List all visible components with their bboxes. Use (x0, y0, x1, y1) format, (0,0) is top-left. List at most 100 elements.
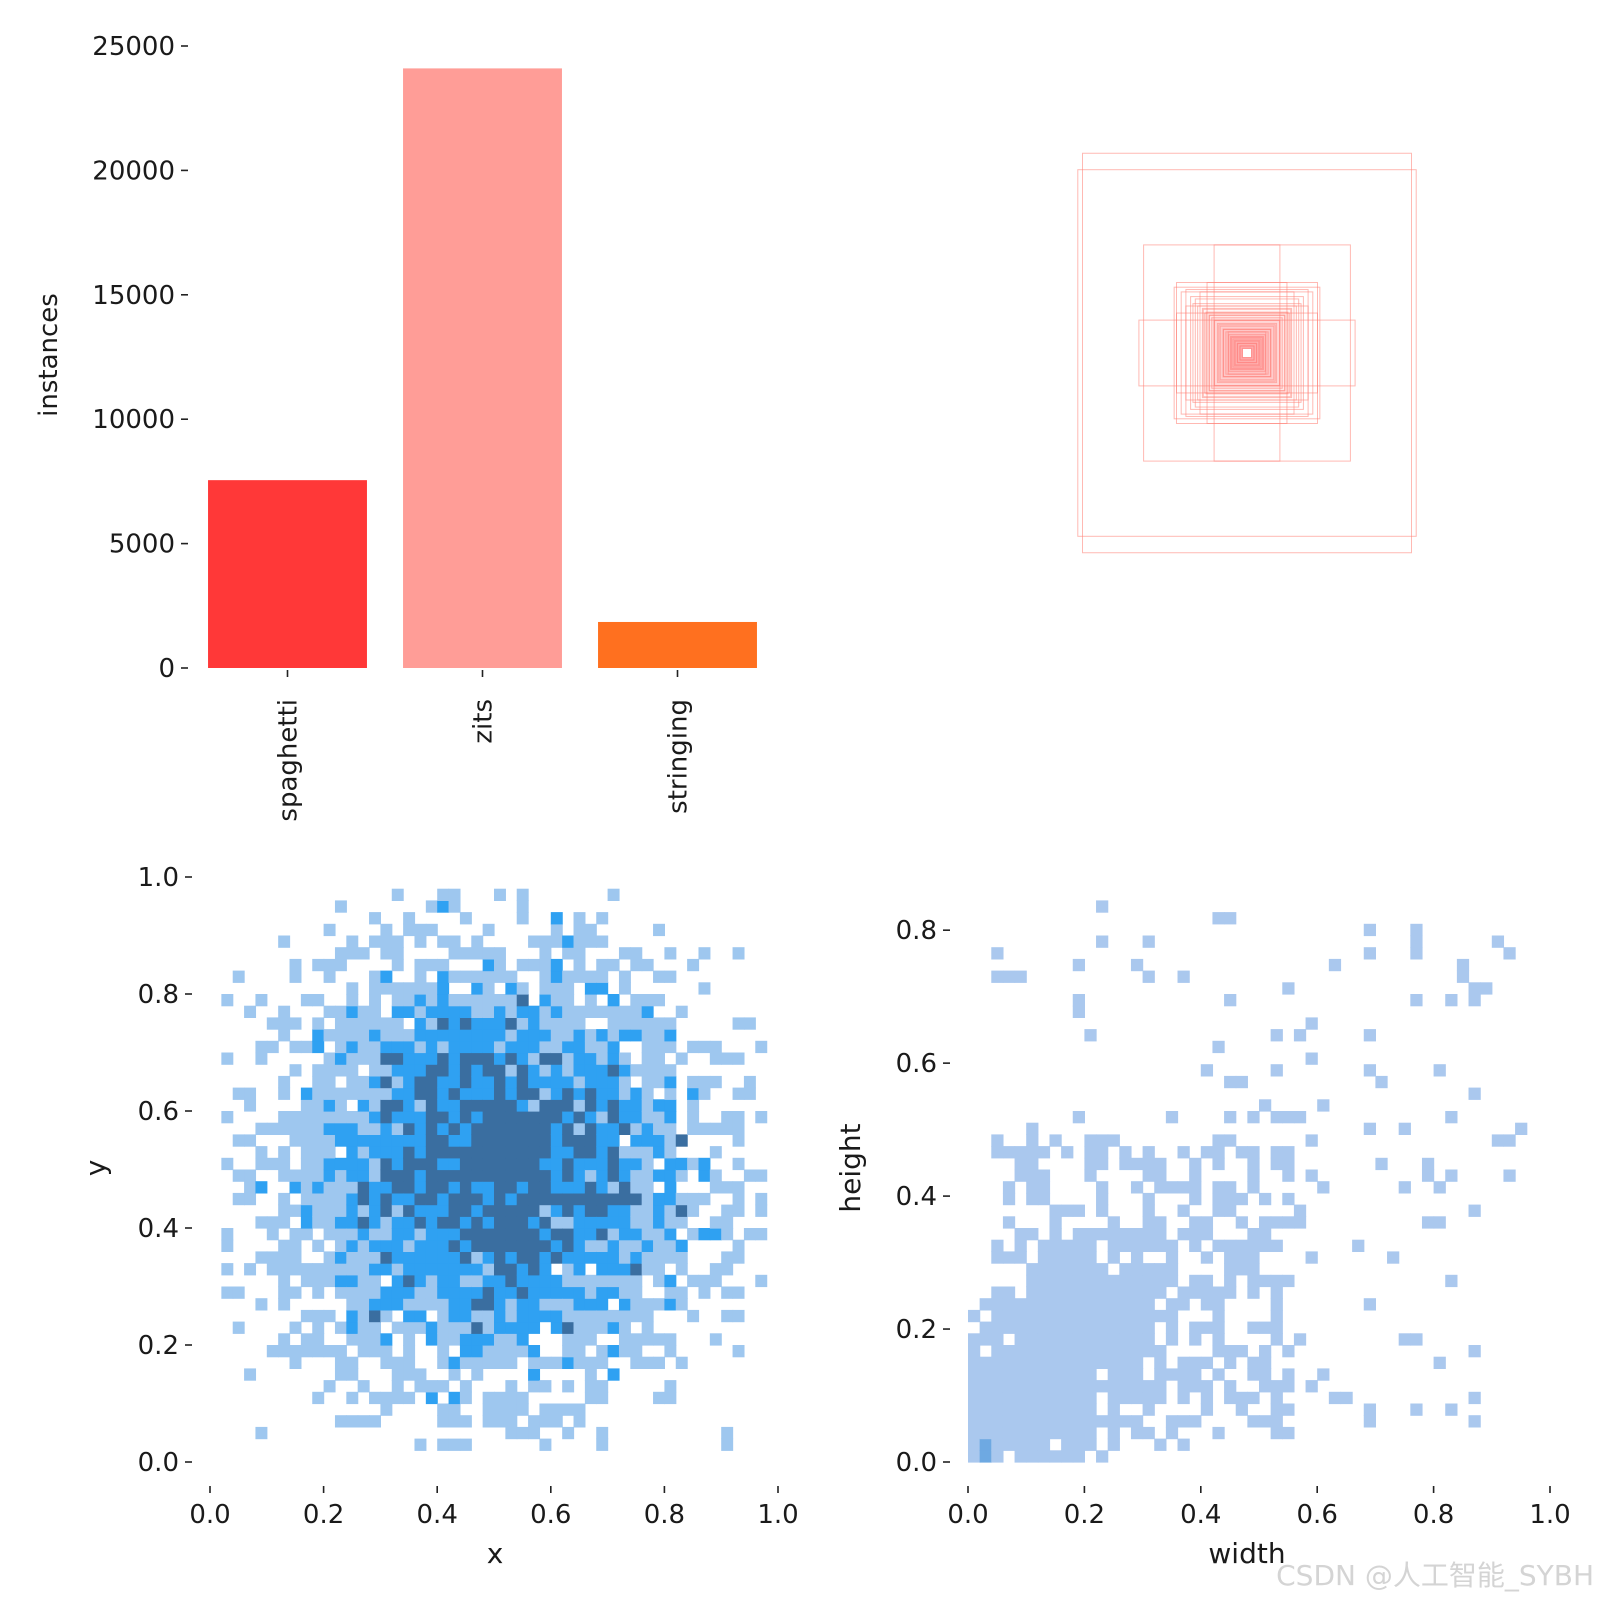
wh-heatmap-cell (1072, 1403, 1085, 1416)
wh-heatmap-cell (1189, 1181, 1202, 1194)
xy-heatmap-cell (607, 888, 620, 901)
xy-heatmap-cell (437, 1298, 450, 1311)
xy-heatmap-cell (618, 1216, 631, 1229)
wh-heatmap-cell (1375, 1075, 1388, 1089)
xy-heatmap-cell (459, 1274, 472, 1288)
xy-heatmap-cell (289, 1181, 302, 1194)
wh-heatmap-cell (1177, 1181, 1190, 1194)
xy-heatmap-cell (494, 1356, 506, 1369)
xy-heatmap-cell (471, 1146, 484, 1159)
wh-heatmap-cell (1037, 1274, 1051, 1288)
xy-heatmap-cell (664, 1017, 677, 1030)
xy-heatmap-cell (391, 1228, 404, 1241)
xy-heatmap-cell (255, 1251, 268, 1264)
wh-heatmap-cell (1247, 1181, 1260, 1194)
wh-heatmap-cell (1305, 1169, 1318, 1182)
xy-heatmap-cell (687, 1309, 700, 1323)
xy-heatmap-cell (482, 1052, 495, 1065)
wh-heatmap-cell (1235, 1239, 1248, 1252)
bar-chart-ylabel: instances (34, 293, 64, 417)
xy-heatmap-cell (323, 1122, 336, 1135)
wh-heatmap-cell (1072, 1251, 1085, 1264)
xy-heatmap-cell (732, 1134, 745, 1147)
xy-heatmap-cell (391, 1134, 404, 1147)
xy-heatmap-cell (300, 1309, 313, 1323)
wh-heatmap-cell (1084, 1309, 1097, 1323)
xy-heatmap-cell (550, 1134, 563, 1147)
xy-heatmap-cell (459, 1099, 472, 1112)
xy-heatmap-cell (516, 1333, 529, 1346)
xy-heatmap-cell (391, 1052, 404, 1065)
xy-heatmap-cell (346, 1333, 359, 1346)
xy-heatmap-cell (312, 1192, 325, 1206)
xy-heatmap-cell (550, 1146, 563, 1159)
xy-heatmap-cell (550, 1309, 563, 1323)
wh-heatmap-cell (1235, 1251, 1248, 1264)
wh-heatmap-cell (1154, 1391, 1167, 1405)
xy-heatmap-cell (289, 1122, 302, 1135)
xy-heatmap-cell (414, 1005, 427, 1018)
wh-heatmap-cell (1049, 1368, 1062, 1381)
xy-heatmap-cell (380, 1216, 393, 1229)
xy-heatmap-cell (516, 1228, 529, 1241)
wh-heatmap-cell (1072, 1415, 1085, 1428)
xy-heatmap-cell (698, 1192, 711, 1206)
xy-heatmap-cell (448, 1228, 461, 1241)
xy-heatmap-cell (369, 1239, 381, 1252)
xy-heatmap-cell (312, 1122, 325, 1135)
xy-heatmap-cell (414, 982, 427, 995)
xy-heatmap-cell (278, 1029, 291, 1042)
xy-heatmap-cell (459, 1040, 472, 1054)
wh-heatmap-cell (1084, 1391, 1097, 1405)
wh-heatmap-cell (1515, 1122, 1528, 1135)
xy-heatmap-cell (448, 1263, 461, 1276)
xy-heatmap-cell (414, 1111, 427, 1124)
wh-heatmap-cell (1096, 1309, 1109, 1323)
xy-heatmap-cell (380, 1111, 393, 1124)
xy-heatmap-cell (584, 1169, 597, 1182)
xy-heatmap-cell (346, 1368, 359, 1381)
wh-heatmap-cell (1142, 970, 1155, 983)
wh-heatmap-cell (1270, 1309, 1283, 1323)
xy-heatmap-cell (573, 1345, 586, 1358)
xy-heatmap-cell (471, 1169, 484, 1182)
xy-heatmap-cell (278, 1075, 291, 1089)
xy-heatmap-cell (369, 1286, 381, 1299)
xy-heatmap-cell (494, 1169, 506, 1182)
xy-heatmap-cell (755, 1274, 768, 1288)
xy-heatmap-cell (494, 1075, 506, 1089)
xy-heatmap-cell (403, 1192, 416, 1206)
wh-heatmap-cell (1130, 1333, 1144, 1346)
xy-heatmap-cell (607, 1204, 620, 1217)
label-box (1173, 286, 1321, 420)
xy-heatmap-cell (573, 1251, 586, 1264)
xy-heatmap-cell (346, 994, 359, 1007)
xy-heatmap-cell (721, 1309, 734, 1323)
wh-heatmap-cell (1072, 1274, 1085, 1288)
wh-heatmap-cell (1142, 1228, 1155, 1241)
xy-heatmap-cell (380, 1087, 393, 1100)
xy-heatmap-cell (607, 1228, 620, 1241)
wh-heatmap-cell (1247, 1169, 1260, 1182)
xy-heatmap-cell (425, 1216, 438, 1229)
xy-heatmap-cell (312, 1309, 325, 1323)
xy-heatmap-cell (630, 1099, 643, 1112)
wh-heatmap-cell (1247, 1391, 1260, 1405)
xy-heatmap-cell (369, 1204, 381, 1217)
wh-heatmap-cell (1061, 1204, 1074, 1217)
xy-heatmap-cell (596, 958, 609, 972)
wh-heatmap-cell (1235, 1192, 1248, 1206)
wh-heatmap-cell (1247, 1146, 1260, 1159)
xy-heatmap-cell (244, 1181, 257, 1194)
xy-heatmap-cell (403, 1029, 416, 1042)
wh-heatmap-cell (1026, 1122, 1039, 1135)
xy-heatmap-cell (550, 994, 563, 1007)
xy-heatmap-cell (721, 1111, 734, 1124)
xy-heatmap-cell (584, 1321, 597, 1334)
xy-heatmap-cell (482, 1064, 495, 1077)
wh-heatmap-cell (991, 1333, 1004, 1346)
xy-heatmap-cell (573, 947, 586, 960)
xy-heatmap-cell (584, 1134, 597, 1147)
xy-heatmap-cell (641, 1192, 654, 1206)
xy-heatmap-cell (403, 1216, 416, 1229)
